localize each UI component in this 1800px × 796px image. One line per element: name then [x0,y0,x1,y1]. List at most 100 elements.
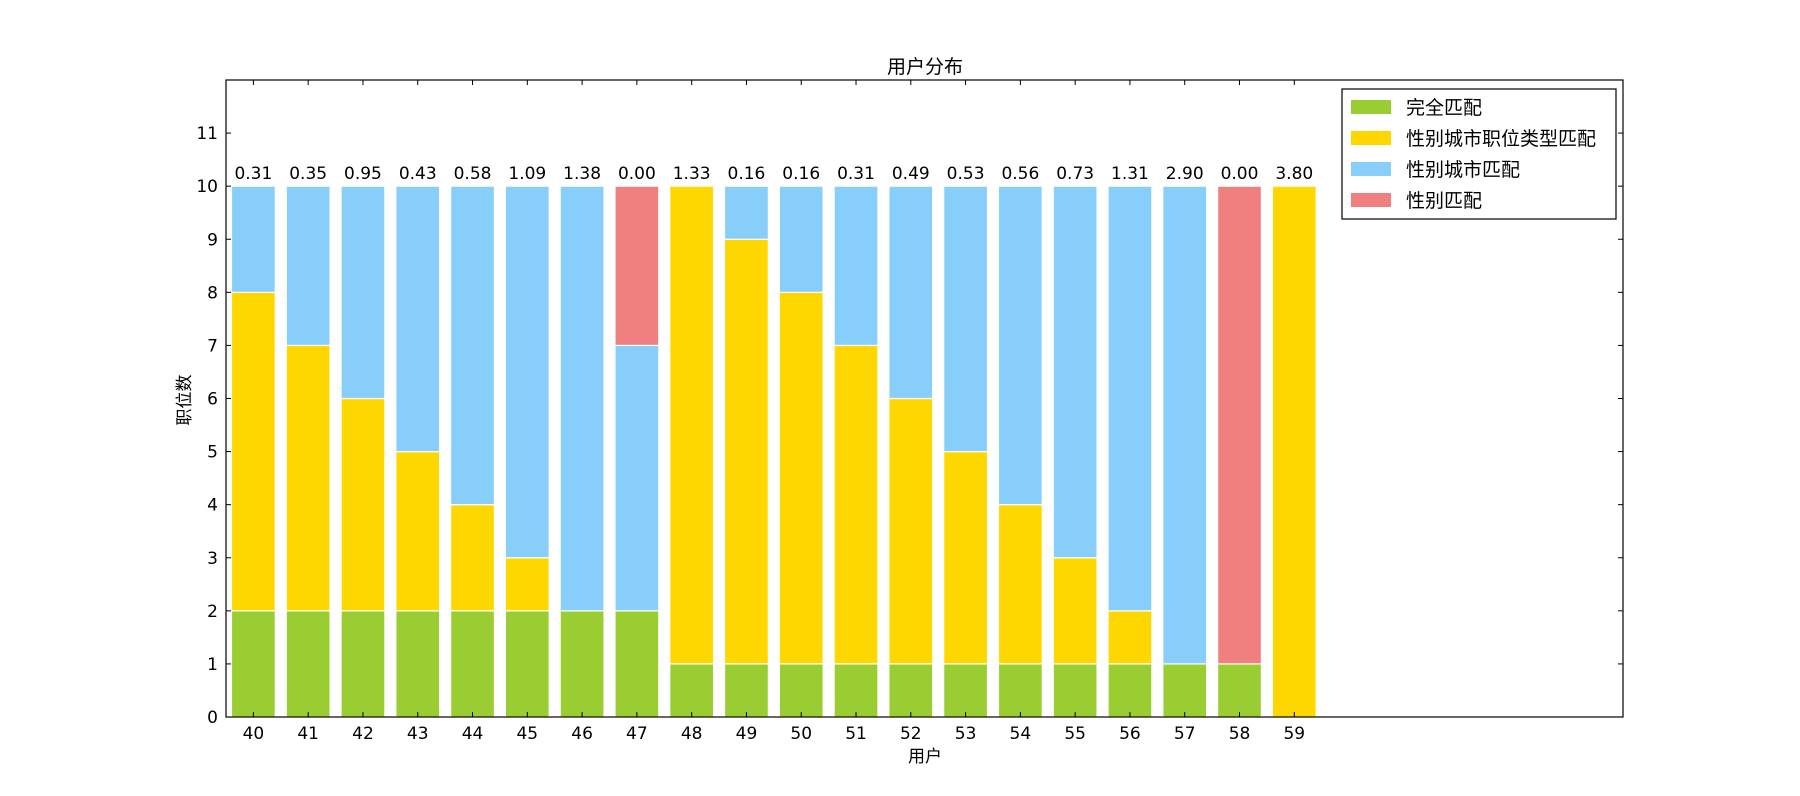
value-label-57: 2.90 [1166,164,1204,184]
bar-segment-43-s0 [395,610,441,718]
bar-segment-45-s0 [504,610,550,718]
y-tick-label-0: 0 [207,708,218,728]
x-tick-label-47: 47 [626,724,648,744]
bar-segment-57-s0 [1162,663,1208,718]
value-label-42: 0.95 [344,164,382,184]
bar-segment-44-s1 [450,504,496,612]
value-label-45: 1.09 [508,164,546,184]
bar-segment-41-s0 [285,610,331,718]
bar-segment-52-s0 [888,663,934,718]
bar-segment-52-s1 [888,397,934,665]
value-label-48: 1.33 [673,164,711,184]
bar-segment-43-s1 [395,450,441,612]
x-tick-label-42: 42 [352,724,374,744]
bar-segment-45-s2 [504,185,550,559]
bar-segment-40-s1 [230,291,276,612]
legend-label-3: 性别匹配 [1406,190,1482,212]
value-label-44: 0.58 [454,164,492,184]
value-label-46: 1.38 [563,164,601,184]
value-label-40: 0.31 [234,164,272,184]
bar-segment-59-s1 [1271,185,1317,718]
bar-segment-50-s1 [778,291,824,665]
x-tick-label-51: 51 [845,724,867,744]
bar-segment-55-s0 [1052,663,1098,718]
value-label-47: 0.00 [618,164,656,184]
bar-segment-57-s2 [1162,185,1208,665]
bar-segment-42-s2 [340,185,386,400]
x-tick-label-41: 41 [297,724,319,744]
bars-layer [230,185,1317,718]
bar-segment-52-s2 [888,185,934,400]
value-label-56: 1.31 [1111,164,1149,184]
bar-segment-55-s1 [1052,557,1098,665]
bar-segment-40-s2 [230,185,276,293]
value-label-55: 0.73 [1056,164,1094,184]
value-label-41: 0.35 [289,164,327,184]
bar-segment-50-s2 [778,185,824,293]
x-tick-label-50: 50 [790,724,812,744]
x-tick-label-56: 56 [1119,724,1141,744]
bar-segment-58-s0 [1216,663,1263,718]
x-tick-label-49: 49 [736,724,758,744]
bar-segment-46-s2 [559,185,605,612]
x-tick-label-55: 55 [1064,724,1086,744]
y-tick-label-3: 3 [207,549,218,569]
value-label-43: 0.43 [399,164,437,184]
legend-swatch-0 [1351,100,1391,114]
value-label-52: 0.49 [892,164,930,184]
bar-segment-51-s2 [833,185,879,347]
x-tick-label-59: 59 [1283,724,1305,744]
value-label-50: 0.16 [782,164,820,184]
bar-segment-51-s0 [833,663,879,718]
bar-segment-56-s2 [1107,185,1153,612]
bar-segment-50-s0 [778,663,824,718]
value-label-58: 0.00 [1221,164,1259,184]
bar-segment-42-s0 [340,610,386,718]
y-tick-label-9: 9 [207,230,218,250]
bar-segment-55-s2 [1052,185,1098,559]
legend-swatch-3 [1351,193,1391,207]
legend-label-0: 完全匹配 [1406,97,1482,119]
bar-segment-54-s0 [997,663,1043,718]
y-tick-label-6: 6 [207,390,218,410]
bar-segment-41-s2 [285,185,331,347]
legend-swatch-1 [1351,131,1391,145]
value-label-59: 3.80 [1275,164,1313,184]
x-tick-label-40: 40 [243,724,265,744]
bar-segment-53-s0 [943,663,989,718]
bar-segment-54-s1 [997,504,1043,665]
value-label-53: 0.53 [947,164,985,184]
bar-segment-48-s1 [669,185,715,665]
y-axis-label: 职位数 [175,375,195,426]
x-tick-label-46: 46 [571,724,593,744]
legend-swatch-2 [1351,162,1391,176]
bar-segment-53-s2 [943,185,989,453]
bar-segment-58-s3 [1216,185,1263,665]
x-tick-label-43: 43 [407,724,429,744]
y-tick-label-4: 4 [207,496,218,516]
bar-segment-56-s1 [1107,610,1153,665]
plot-area-frame [225,79,1624,718]
x-tick-label-44: 44 [462,724,484,744]
bar-segment-47-s2 [614,344,660,612]
bar-segment-54-s2 [997,185,1043,506]
bar-segment-49-s2 [723,185,769,240]
x-tick-label-53: 53 [955,724,977,744]
chart-title: 用户分布 [887,56,963,78]
legend-label-2: 性别城市匹配 [1406,159,1520,181]
bar-segment-49-s0 [723,663,769,718]
value-label-54: 0.56 [1001,164,1039,184]
y-tick-label-10: 10 [196,177,218,197]
bar-segment-46-s0 [559,610,605,718]
bar-segment-53-s1 [943,450,989,665]
bar-segment-44-s0 [450,610,496,718]
x-tick-label-45: 45 [516,724,538,744]
y-tick-label-7: 7 [207,336,218,356]
x-tick-label-48: 48 [681,724,703,744]
y-tick-label-11: 11 [196,124,218,144]
legend-label-1: 性别城市职位类型匹配 [1406,128,1596,150]
